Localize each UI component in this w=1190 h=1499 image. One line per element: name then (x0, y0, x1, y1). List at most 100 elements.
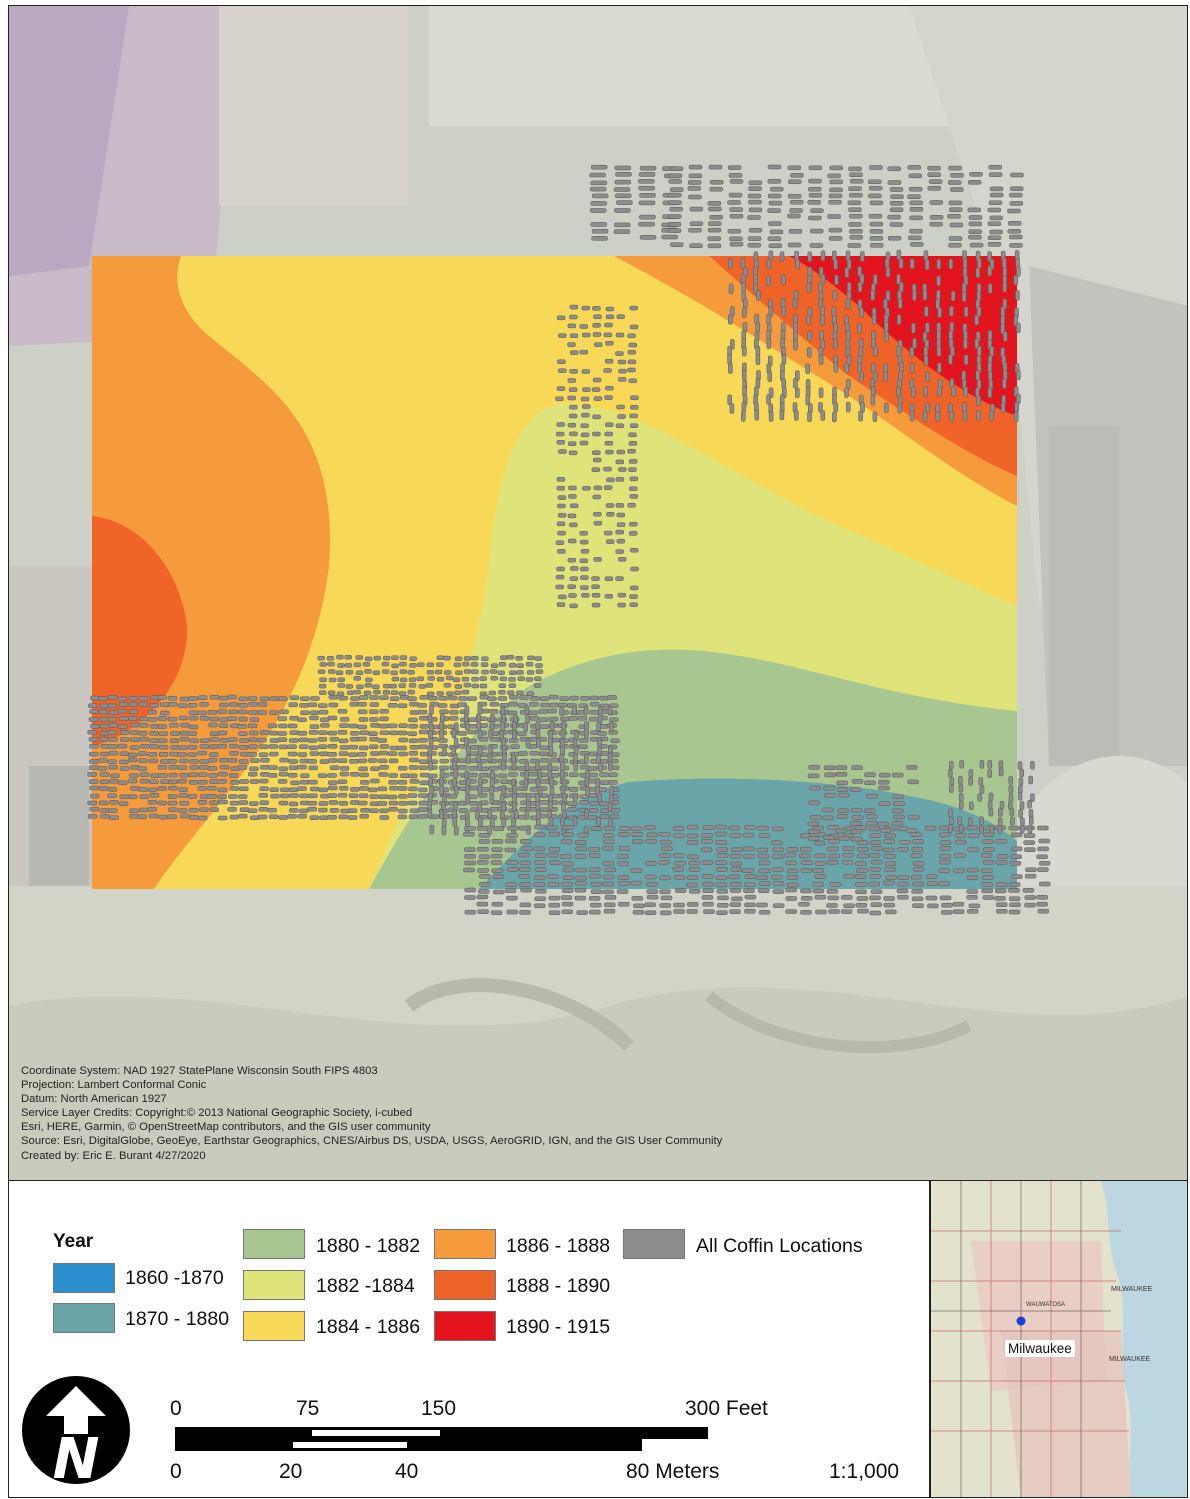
coffin-location (961, 370, 967, 382)
coffin-location (558, 594, 567, 600)
locator-inset-map[interactable]: MILWAUKEE MILWAUKEE WAUWATOSA Milwaukee (930, 1181, 1188, 1498)
coffin-location (137, 814, 148, 819)
coffin-location (952, 901, 965, 907)
coffin-location (844, 267, 850, 278)
coffin-location (479, 882, 491, 887)
coffin-location (1008, 793, 1014, 803)
coffin-location (219, 717, 229, 722)
coffin-location (569, 333, 579, 338)
coffin-location (439, 777, 444, 787)
coffin-location (561, 861, 574, 867)
coffin-location (729, 881, 742, 887)
coffin-location (998, 808, 1003, 817)
coffin-location (372, 684, 380, 690)
coffin-location (150, 773, 160, 778)
coffin-location (579, 324, 589, 329)
coffin-location (1008, 882, 1021, 887)
coffin-location (199, 738, 210, 743)
coffin-location (497, 696, 508, 701)
coffin-location (1016, 322, 1021, 334)
coffin-location (536, 738, 541, 748)
coffin-location (518, 751, 528, 756)
coffin-location (441, 800, 446, 811)
main-map[interactable]: Coordinate System: NAD 1927 StatePlane W… (8, 5, 1188, 1181)
coffin-location (889, 207, 904, 213)
coffin-location (562, 825, 574, 830)
coffin-location (755, 354, 761, 365)
coffin-location (867, 179, 882, 185)
coffin-location (768, 221, 782, 226)
coffin-location (257, 702, 268, 707)
coffin-location (561, 901, 574, 907)
coffin-location (535, 728, 541, 739)
coffin-location (669, 166, 684, 171)
coffin-location (630, 585, 639, 591)
coffin-location (466, 745, 471, 755)
coffin-location (479, 676, 487, 681)
coffin-location (883, 880, 895, 886)
coffin-location (308, 730, 319, 735)
coffin-location (391, 655, 399, 660)
coffin-location (238, 800, 249, 805)
coffin-location (576, 910, 588, 915)
coffin-location (577, 832, 589, 838)
coffin-location (618, 901, 630, 907)
coffin-location (512, 721, 517, 731)
coffin-location (897, 298, 903, 309)
coffin-location (418, 738, 428, 743)
coffin-location (701, 833, 713, 839)
coffin-location (893, 814, 905, 820)
coffin-location (787, 882, 799, 888)
coffin-location (610, 738, 620, 744)
coffin-location (870, 243, 884, 248)
coffin-location (219, 764, 230, 770)
coffin-location (743, 853, 755, 859)
coffin-location (538, 751, 549, 757)
coffin-location (628, 459, 638, 464)
coffin-location (127, 778, 138, 784)
coffin-location (381, 661, 390, 667)
credit-line: Esri, HERE, Garmin, © OpenStreetMap cont… (21, 1121, 431, 1134)
coffin-location (716, 853, 729, 858)
coffin-location (688, 860, 701, 866)
coffin-location (488, 728, 493, 739)
coffin-location (89, 785, 99, 791)
coffin-location (398, 808, 408, 814)
coffin-location (290, 780, 300, 786)
coffin-location (1036, 895, 1048, 900)
coffin-location (673, 902, 685, 908)
coffin-location (966, 875, 979, 881)
coffin-location (879, 828, 892, 833)
coffin-location (630, 566, 639, 572)
coffin-location (968, 903, 981, 909)
coffin-location (884, 321, 889, 333)
coffin-location (592, 323, 601, 328)
coffin-location (442, 746, 447, 756)
legend-swatch-1880-1882 (243, 1229, 305, 1259)
coffin-location (602, 889, 614, 895)
coffin-location (591, 602, 601, 608)
coffin-location (847, 200, 862, 206)
coffin-location (1016, 369, 1021, 381)
coffin-location (771, 840, 783, 846)
coffin-location (668, 200, 682, 205)
coffin-location (579, 440, 589, 446)
coffin-location (188, 807, 199, 813)
coffin-location (890, 194, 904, 199)
coffin-location (583, 705, 589, 716)
coffin-location (490, 675, 498, 681)
coffin-location (99, 808, 109, 813)
inset-text-milwaukee-2: MILWAUKEE (1109, 1356, 1151, 1363)
coffin-location (558, 368, 567, 373)
coffin-location (546, 825, 558, 831)
coffin-location (614, 179, 632, 185)
coffin-location (288, 787, 299, 793)
coffin-location (445, 675, 454, 681)
coffin-location (947, 214, 961, 219)
coffin-location (408, 773, 418, 779)
coffin-location (363, 690, 372, 696)
coffin-location (908, 235, 922, 241)
coffin-location (909, 362, 915, 374)
coffin-location (454, 684, 463, 689)
coffin-location (529, 750, 539, 756)
